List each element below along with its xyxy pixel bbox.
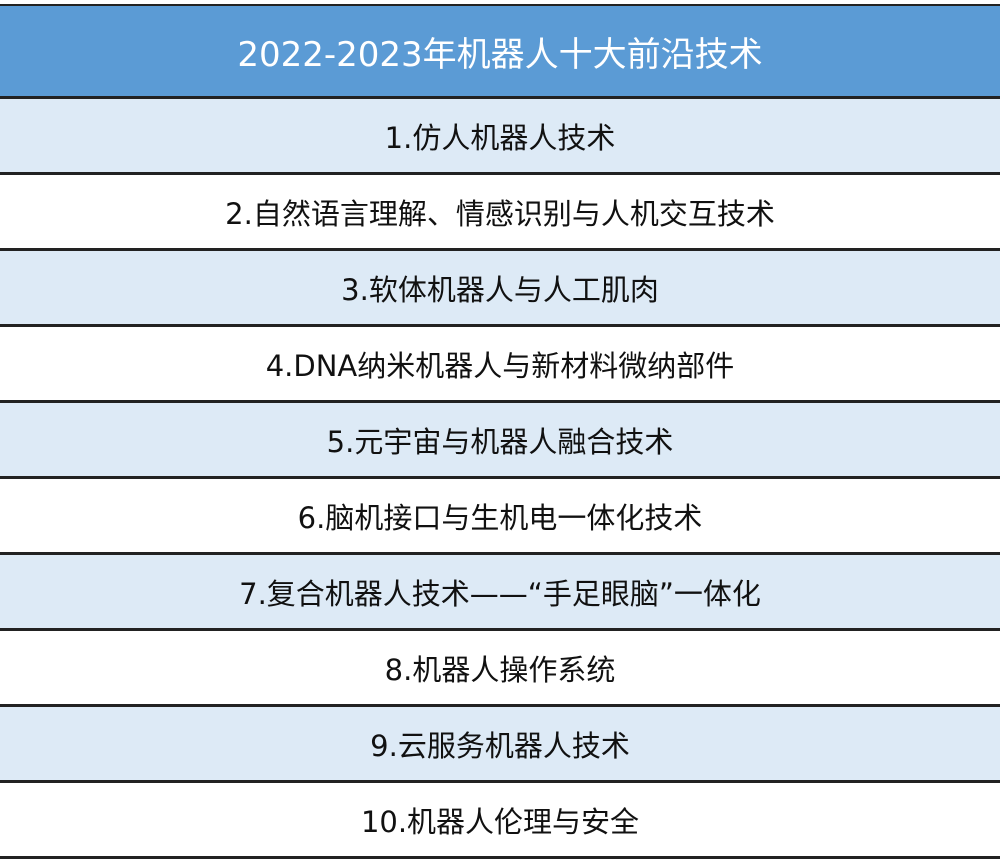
- tech-table: 2022-2023年机器人十大前沿技术 1.仿人机器人技术 2.自然语言理解、情…: [0, 4, 1000, 859]
- table-row: 7.复合机器人技术——“手足眼脑”一体化: [0, 555, 1000, 631]
- table-row: 2.自然语言理解、情感识别与人机交互技术: [0, 175, 1000, 251]
- table-row: 6.脑机接口与生机电一体化技术: [0, 479, 1000, 555]
- table-row: 10.机器人伦理与安全: [0, 783, 1000, 859]
- table-row: 5.元宇宙与机器人融合技术: [0, 403, 1000, 479]
- table-row: 1.仿人机器人技术: [0, 99, 1000, 175]
- table-title: 2022-2023年机器人十大前沿技术: [0, 4, 1000, 99]
- table-row: 3.软体机器人与人工肌肉: [0, 251, 1000, 327]
- table-row: 4.DNA纳米机器人与新材料微纳部件: [0, 327, 1000, 403]
- table-row: 9.云服务机器人技术: [0, 707, 1000, 783]
- table-row: 8.机器人操作系统: [0, 631, 1000, 707]
